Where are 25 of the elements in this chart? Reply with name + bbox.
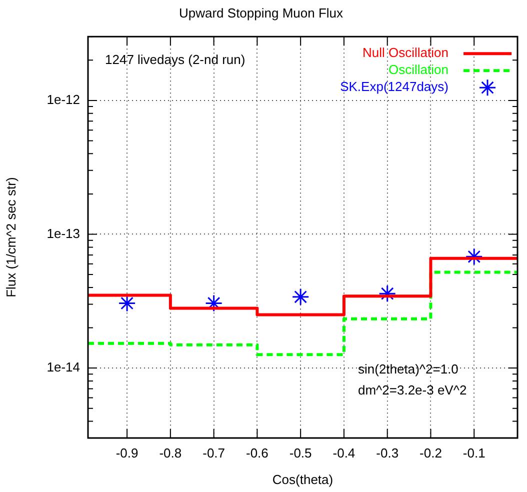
legend-label: Oscillation	[388, 62, 448, 78]
legend-label: SK.Exp(1247days)	[340, 79, 448, 94]
x-tick-label: -0.6	[246, 445, 268, 460]
x-tick-label: -0.3	[376, 445, 399, 460]
x-tick-label: -0.7	[202, 445, 226, 460]
y-tick-label: 1e-13	[46, 226, 80, 241]
x-tick-label: -0.2	[420, 445, 442, 460]
x-tick-label: -0.8	[159, 445, 182, 460]
y-tick-label: 1e-14	[46, 360, 80, 375]
x-tick-label: -0.9	[116, 445, 138, 460]
point	[378, 284, 396, 302]
annotation: 1247 livedays (2-nd run)	[105, 52, 246, 68]
x-tick-label: -0.1	[462, 445, 486, 460]
point	[465, 248, 483, 266]
x-tick-label: -0.4	[332, 445, 356, 460]
point	[292, 288, 310, 306]
point	[205, 294, 223, 312]
annotation: sin(2theta)^2=1.0	[358, 362, 458, 377]
chart-title: Upward Stopping Muon Flux	[178, 5, 344, 20]
y-tick-label: 1e-12	[46, 92, 80, 108]
y-axis-title: Flux (1/cm^2 sec str)	[3, 177, 18, 298]
annotation: dm^2=3.2e-3 eV^2	[358, 382, 467, 398]
x-tick-label: -0.5	[289, 445, 312, 460]
x-axis-title: Cos(theta)	[272, 472, 334, 487]
legend-label: Null Oscillation	[362, 45, 448, 60]
